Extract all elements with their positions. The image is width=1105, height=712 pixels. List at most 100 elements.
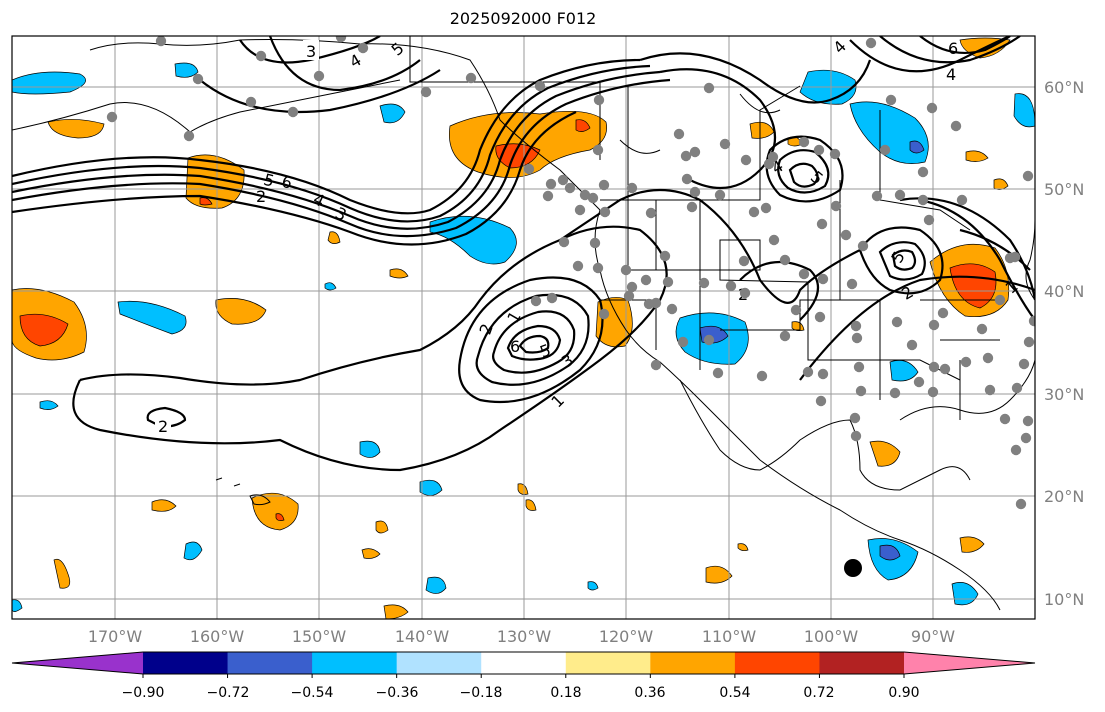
colorbar-segment — [396, 652, 482, 674]
contour-label: 6 — [948, 39, 958, 58]
station-point — [534, 80, 546, 92]
station-point — [814, 311, 826, 323]
station-point — [712, 367, 724, 379]
station-point — [739, 287, 751, 299]
colorbar-segment — [227, 652, 313, 674]
station-point — [1022, 415, 1034, 427]
colorbar-tick-label: 0.18 — [550, 685, 581, 701]
station-point — [640, 274, 652, 286]
station-point — [620, 264, 632, 276]
map-frame — [11, 35, 1036, 620]
station-point — [798, 268, 810, 280]
station-point — [853, 361, 865, 373]
station-point — [680, 150, 692, 162]
observation-points — [106, 36, 1035, 510]
station-point — [255, 50, 267, 62]
station-point — [593, 94, 605, 106]
station-point — [546, 292, 558, 304]
station-point — [999, 413, 1011, 425]
colorbar-tick-label: −0.36 — [376, 685, 419, 701]
station-point — [779, 330, 791, 342]
lat-label: 50°N — [1044, 180, 1084, 199]
colorbar-tick-label: −0.72 — [207, 685, 250, 701]
station-point — [357, 42, 369, 54]
station-point — [589, 237, 601, 249]
colorbar-tick-label: 0.72 — [803, 685, 834, 701]
colorbar-tick-label: 0.90 — [888, 685, 919, 701]
station-point — [192, 73, 204, 85]
station-point — [542, 190, 554, 202]
station-point — [917, 166, 929, 178]
station-point — [768, 234, 780, 246]
station-point — [557, 174, 569, 186]
colorbar-segment — [734, 652, 820, 674]
station-point — [1022, 170, 1034, 182]
station-point — [564, 182, 576, 194]
lon-label: 150°W — [292, 627, 347, 646]
station-point — [939, 363, 951, 375]
station-point — [689, 146, 701, 158]
station-point — [677, 336, 689, 348]
station-point — [813, 144, 825, 156]
station-point — [183, 130, 195, 142]
station-point — [928, 319, 940, 331]
colorbar-segment — [565, 652, 651, 674]
station-point — [1018, 358, 1030, 370]
station-point — [703, 82, 715, 94]
station-point — [738, 255, 750, 267]
station-point — [245, 96, 257, 108]
station-point — [850, 430, 862, 442]
station-point — [545, 178, 557, 190]
station-point — [558, 236, 570, 248]
colorbar-tick-label: −0.18 — [460, 685, 503, 701]
station-point — [982, 352, 994, 364]
station-point — [917, 194, 929, 206]
station-point — [906, 339, 918, 351]
station-point — [994, 294, 1006, 306]
station-point — [1004, 252, 1016, 264]
station-point — [313, 70, 325, 82]
station-point — [592, 144, 604, 156]
station-point — [681, 173, 693, 185]
contour-label: 4 — [946, 65, 956, 84]
station-point — [879, 144, 891, 156]
black-marker — [844, 559, 862, 577]
station-point — [849, 412, 861, 424]
station-point — [703, 334, 715, 346]
station-point — [579, 189, 591, 201]
station-point — [923, 214, 935, 226]
colorbar-tick-label: −0.90 — [122, 685, 165, 701]
colorbar-segment — [904, 652, 1035, 674]
latitude-labels: 60°N 50°N 40°N 30°N 20°N 10°N — [1044, 78, 1084, 609]
station-point — [598, 179, 610, 191]
lon-label: 140°W — [395, 627, 450, 646]
station-point — [850, 320, 862, 332]
colorbar-tick-label: 0.36 — [634, 685, 665, 701]
colorbar — [11, 651, 1036, 678]
lat-label: 10°N — [1044, 590, 1084, 609]
station-point — [937, 307, 949, 319]
negative-anomaly-areas — [12, 62, 1035, 612]
station-point — [846, 278, 858, 290]
station-point — [698, 277, 710, 289]
station-point — [830, 200, 842, 212]
colorbar-segment — [650, 652, 736, 674]
colorbar-tick-labels: −0.90 −0.72 −0.54 −0.36 −0.18 0.18 0.36 … — [122, 685, 920, 701]
station-point — [779, 254, 791, 266]
station-point — [530, 295, 542, 307]
colorbar-segment — [143, 652, 229, 674]
station-point — [1028, 315, 1035, 327]
station-point — [626, 182, 638, 194]
station-point — [840, 229, 852, 241]
station-point — [689, 186, 701, 198]
contour-label: 2 — [256, 187, 266, 206]
lat-label: 60°N — [1044, 78, 1084, 97]
station-point — [666, 303, 678, 315]
station-point — [829, 148, 841, 160]
station-point — [950, 120, 962, 132]
station-point — [816, 218, 828, 230]
station-point — [855, 385, 867, 397]
station-point — [673, 128, 685, 140]
station-point — [1015, 498, 1027, 510]
station-point — [592, 262, 604, 274]
